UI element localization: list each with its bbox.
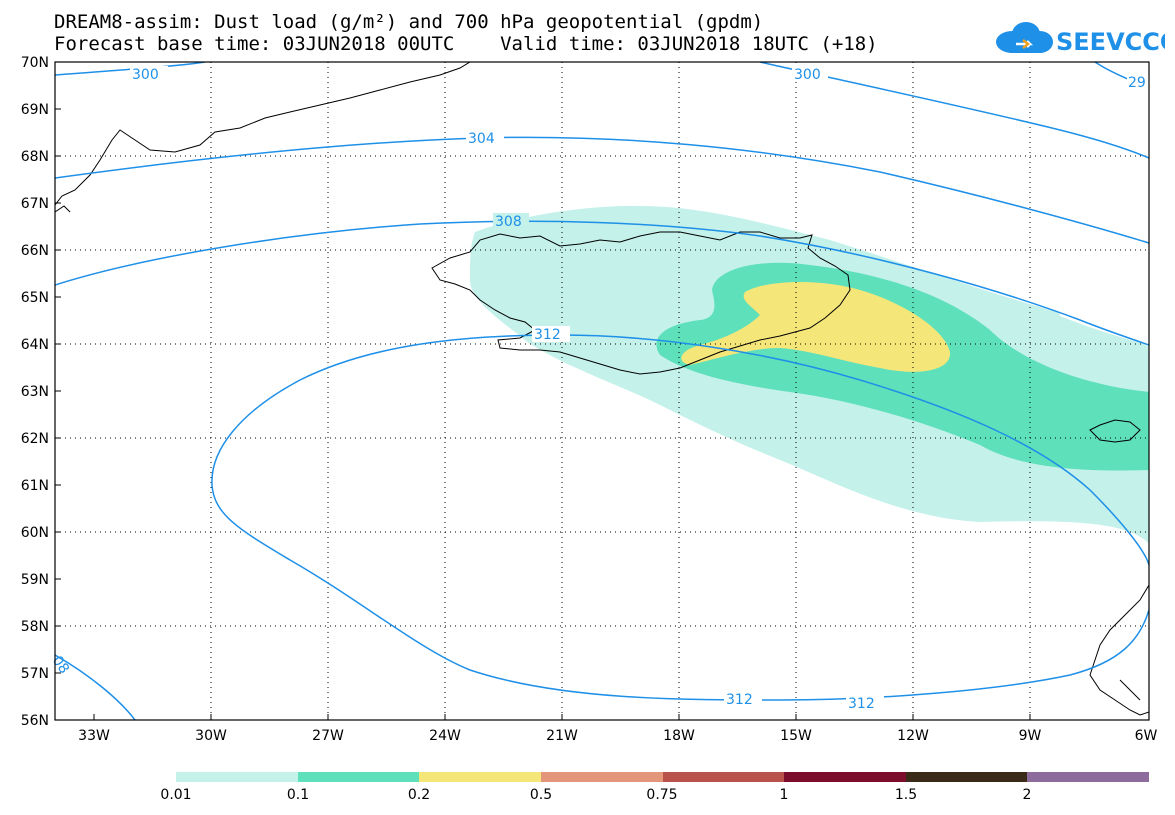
lat-label: 66N bbox=[21, 243, 49, 259]
longitude-labels: 33W 30W 27W 24W 21W 18W 15W 12W 9W 6W bbox=[78, 728, 1157, 744]
legend-swatch bbox=[297, 772, 420, 782]
legend-swatch bbox=[784, 772, 906, 782]
lat-label: 67N bbox=[21, 196, 49, 212]
legend-swatch bbox=[905, 772, 1028, 782]
lat-label: 68N bbox=[21, 149, 49, 165]
forecast-time-subtitle: Forecast base time: 03JUN2018 00UTC Vali… bbox=[54, 33, 878, 55]
lon-label: 27W bbox=[312, 728, 344, 744]
lon-label: 33W bbox=[78, 728, 110, 744]
lat-label: 60N bbox=[21, 525, 49, 541]
color-legend bbox=[176, 772, 1149, 782]
lat-label: 56N bbox=[21, 713, 49, 729]
contour-label-312-southeast: 312 bbox=[848, 696, 875, 712]
lat-label: 65N bbox=[21, 290, 49, 306]
contour-label-296: 29 bbox=[1128, 75, 1146, 91]
lon-label: 6W bbox=[1135, 728, 1158, 744]
lat-label: 62N bbox=[21, 431, 49, 447]
lon-label: 9W bbox=[1019, 728, 1042, 744]
dust-area-white-gap bbox=[1055, 300, 1149, 345]
contour-label-308: 308 bbox=[495, 214, 522, 230]
legend-swatch bbox=[419, 772, 541, 782]
lon-label: 21W bbox=[546, 728, 578, 744]
lon-label: 24W bbox=[429, 728, 461, 744]
axis-ticks bbox=[55, 108, 1031, 720]
lat-label: 70N bbox=[21, 55, 49, 71]
contour-label-312-south: 312 bbox=[726, 692, 753, 708]
cloud-icon bbox=[996, 22, 1053, 53]
legend-label: 2 bbox=[1022, 787, 1032, 803]
legend-label: 0.1 bbox=[286, 787, 310, 803]
lat-label: 57N bbox=[21, 666, 49, 682]
contour-labels: 300 300 29 304 308 312 312 312 08 bbox=[49, 66, 1149, 712]
contour-label-304: 304 bbox=[468, 131, 495, 147]
lat-label: 59N bbox=[21, 572, 49, 588]
lat-label: 58N bbox=[21, 619, 49, 635]
legend-label: 0.01 bbox=[160, 787, 192, 803]
legend-swatch bbox=[540, 772, 663, 782]
lat-label: 63N bbox=[21, 384, 49, 400]
contour-label-312-iceland: 312 bbox=[534, 327, 561, 343]
map-title: DREAM8-assim: Dust load (g/m²) and 700 h… bbox=[54, 11, 764, 33]
legend-label: 1 bbox=[779, 787, 789, 803]
lon-label: 18W bbox=[663, 728, 695, 744]
legend-label: 1.5 bbox=[894, 787, 918, 803]
legend-label: 0.75 bbox=[646, 787, 678, 803]
legend-swatch bbox=[1027, 772, 1149, 782]
legend-swatch bbox=[176, 772, 298, 782]
lon-label: 12W bbox=[897, 728, 929, 744]
contour-label-300-east: 300 bbox=[794, 67, 821, 83]
legend-swatch bbox=[662, 772, 785, 782]
lon-label: 30W bbox=[195, 728, 227, 744]
contour-label-300-west: 300 bbox=[132, 67, 159, 83]
lat-label: 64N bbox=[21, 337, 49, 353]
seevccc-logo: SEEVCCC bbox=[996, 22, 1165, 56]
latitude-labels: 70N 69N 68N 67N 66N 65N 64N 63N 62N 61N … bbox=[21, 55, 49, 729]
logo-text: SEEVCCC bbox=[1056, 28, 1165, 56]
legend-label: 0.5 bbox=[529, 787, 553, 803]
iceland-coast bbox=[431, 231, 851, 375]
legend-labels: 0.01 0.1 0.2 0.5 0.75 1 1.5 2 bbox=[0, 787, 1175, 807]
lat-label: 69N bbox=[21, 102, 49, 118]
dust-area-0.2 bbox=[681, 281, 951, 372]
lat-label: 61N bbox=[21, 478, 49, 494]
legend-label: 0.2 bbox=[407, 787, 431, 803]
lon-label: 15W bbox=[780, 728, 812, 744]
